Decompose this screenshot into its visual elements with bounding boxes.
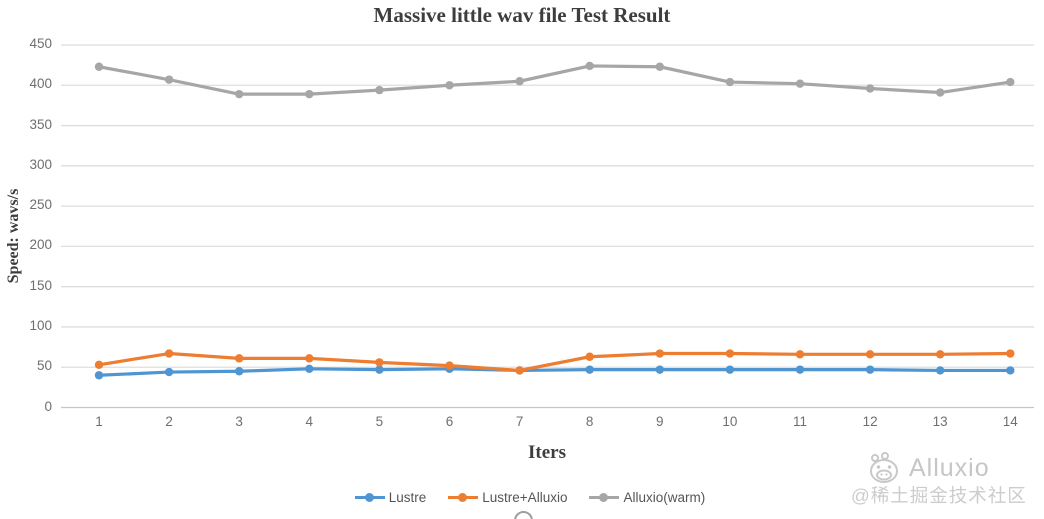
data-point	[305, 89, 314, 99]
legend-item-alluxio-warm-: Alluxio(warm)	[589, 490, 705, 505]
watermark: Alluxio @稀土掘金技术社区	[851, 450, 1036, 508]
data-point	[865, 350, 875, 359]
y-tick-label: 450	[29, 36, 52, 51]
data-point	[445, 361, 454, 370]
x-axis-title: Iters	[528, 442, 566, 463]
data-point	[795, 79, 805, 88]
y-tick-label: 250	[29, 197, 52, 213]
data-point	[795, 365, 805, 374]
data-point	[655, 365, 664, 374]
data-point	[936, 350, 945, 359]
data-point	[795, 350, 805, 359]
series-line-lustre	[98, 367, 1011, 377]
x-tick-label: 14	[1002, 414, 1018, 429]
data-point	[375, 85, 384, 95]
x-tick-label: 2	[165, 414, 173, 429]
y-tick-label: 50	[36, 358, 52, 374]
data-point	[94, 360, 104, 370]
data-point	[515, 77, 524, 86]
alluxio-mascot-icon	[870, 452, 898, 483]
x-tick-label: 12	[862, 414, 878, 429]
data-point	[936, 88, 945, 97]
y-tick-label: 150	[29, 277, 52, 293]
x-tick-label: 1	[95, 414, 103, 429]
y-tick-label: 350	[29, 116, 52, 132]
data-point	[936, 366, 945, 375]
data-point	[235, 354, 244, 363]
x-tick-label: 6	[445, 414, 454, 429]
series-line-lustre-alluxio	[98, 351, 1011, 373]
x-tick-label: 7	[515, 414, 524, 429]
chart-title: Massive little wav file Test Result	[373, 3, 671, 27]
y-tick-label: 200	[29, 237, 52, 253]
data-point	[375, 365, 384, 374]
data-point	[515, 366, 524, 375]
data-point	[235, 89, 244, 99]
data-point	[1006, 349, 1015, 358]
data-point	[1006, 366, 1015, 375]
y-tick-label: 400	[29, 76, 52, 92]
data-point	[94, 62, 104, 71]
legend-item-lustre: Lustre	[354, 490, 427, 505]
legend-marker	[589, 493, 620, 502]
legend-label: Lustre+Alluxio	[482, 490, 568, 505]
watermark-brand-row: Alluxio	[851, 450, 1036, 486]
data-point	[305, 364, 314, 374]
x-tick-label: 10	[722, 414, 738, 429]
data-point	[655, 62, 664, 71]
legend-label: Alluxio(warm)	[623, 490, 706, 505]
data-point	[94, 371, 104, 380]
x-tick-label: 3	[235, 414, 243, 429]
data-point	[865, 84, 875, 93]
legend-label: Lustre	[388, 490, 427, 505]
data-point	[725, 349, 735, 358]
data-point	[305, 354, 314, 363]
watermark-community: @稀土掘金技术社区	[851, 485, 1027, 506]
x-tick-label: 5	[375, 414, 384, 429]
data-point	[725, 365, 735, 374]
data-point	[164, 349, 174, 358]
x-tick-label: 13	[932, 414, 948, 429]
data-point	[655, 349, 664, 358]
y-tick-label: 300	[29, 156, 52, 172]
data-point	[445, 81, 454, 90]
data-point	[375, 358, 384, 367]
data-point	[1006, 77, 1015, 87]
x-tick-label: 8	[585, 414, 594, 429]
data-point	[865, 365, 875, 374]
series-line-alluxio-warm-	[98, 64, 1011, 96]
y-tick-label: 100	[29, 317, 52, 333]
x-tick-label: 11	[792, 414, 807, 429]
data-point	[164, 75, 174, 84]
legend: Lustre Lustre+Alluxio Alluxio(warm)	[0, 490, 1044, 505]
data-point	[235, 367, 244, 376]
data-point	[725, 77, 735, 87]
x-tick-label: 4	[305, 414, 314, 429]
data-point	[585, 365, 594, 374]
watermark-brand: Alluxio	[909, 453, 990, 482]
y-tick-label: 0	[44, 398, 52, 414]
x-tick-label: 9	[656, 414, 664, 429]
legend-item-lustre-alluxio: Lustre+Alluxio	[448, 490, 567, 505]
legend-marker	[354, 493, 385, 502]
data-point	[585, 61, 594, 71]
legend-marker	[448, 493, 479, 502]
data-point	[585, 352, 594, 361]
data-point	[164, 367, 174, 377]
